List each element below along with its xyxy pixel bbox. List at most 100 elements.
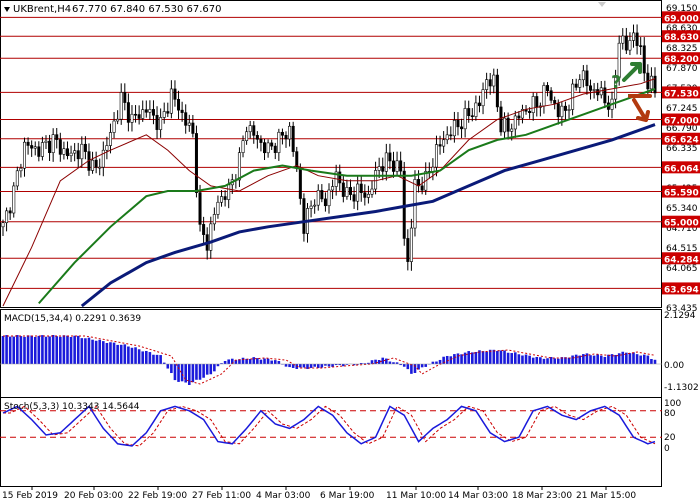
macd-bar [635,354,639,364]
candle-body [549,90,553,101]
price-axis-label: 67.870 [666,64,698,74]
dropdown-icon[interactable] [4,7,10,12]
macd-bar [510,353,514,364]
macd-bar [524,354,528,364]
candle-body [531,96,535,114]
macd-bar [313,364,316,367]
candle-body [209,223,213,251]
candle-body [169,88,173,114]
macd-bar [105,342,109,364]
candle-body [266,142,270,154]
candle-body [488,79,492,87]
macd-signal-line [3,335,656,385]
macd-bar [392,362,395,364]
macd-bar [216,364,220,367]
candle-body [621,35,625,44]
candle-body [22,141,26,169]
candle-body [409,227,413,262]
macd-bar [259,359,263,364]
time-axis-label: 11 Mar 10:00 [386,491,446,500]
candle-body [40,142,44,157]
macd-bar [248,358,252,364]
macd-bar [607,354,610,364]
macd-bar [503,350,506,364]
macd-bar [463,352,467,364]
candle-body [151,109,155,116]
candle-body [388,152,392,162]
candle-body [245,131,249,141]
level-tag-label: 64.284 [664,255,699,265]
candle-body [377,166,381,171]
candle-body [345,187,349,197]
macd-bar [646,355,650,364]
candles [1,24,657,271]
candle-body [44,140,48,143]
macd-bar [578,355,582,364]
candle-body [639,45,643,47]
macd-bar [513,352,517,364]
macd-bar [306,364,309,369]
candle-body [391,160,395,172]
macd-bar [438,359,442,364]
macd-bar [284,364,288,367]
candle-body [270,142,274,147]
candle-body [288,125,292,140]
forecast-arrows: ? [611,62,652,122]
candle-body [449,134,453,137]
macd-bar [119,344,123,364]
candle-body [309,205,313,209]
macd-bar [388,361,392,364]
price-axis-label: 66.790 [666,124,698,134]
macd-bar [467,351,471,364]
macd-bar [173,364,177,381]
macd-bar [531,357,535,364]
candle-body [356,183,360,202]
macd-bar [377,359,381,364]
candle-body [510,128,514,132]
macd-bar [327,364,331,367]
macd-bar [288,364,291,368]
stoch-axis-0: 0 [664,444,670,454]
macd-bar [238,359,241,364]
macd-bar [241,357,245,364]
candle-body [495,74,499,108]
macd-bar [180,364,184,382]
time-axis-label: 15 Feb 2019 [2,491,58,500]
macd-bar [492,349,496,364]
candle-body [212,214,216,225]
level-tag [662,30,700,43]
candle-body [384,152,388,172]
macd-bar [256,358,259,364]
candle-body [470,115,474,118]
candle-body [517,115,521,119]
candle-body [632,32,636,41]
candle-body [553,100,557,104]
candle-body [37,146,41,157]
time-axis-label: 22 Feb 19:00 [128,491,187,500]
stoch-axis-100: 100 [664,399,681,409]
macd-bar [76,335,80,364]
macd-bar [431,361,435,364]
candle-body [302,198,306,234]
macd-bar [481,351,485,364]
macd-bar [1,336,5,364]
macd-bar [202,364,205,378]
candle-body [352,194,356,202]
macd-bar [560,357,564,364]
macd-bar [496,350,499,364]
candle-body [191,122,195,134]
macd-bar [553,358,556,364]
candle-body [277,131,281,153]
candle-body [155,114,159,130]
macd-bar [546,358,549,364]
macd-bar [177,364,180,382]
level-tags: 69.00068.63068.20067.53067.00066.62466.0… [662,11,700,295]
macd-bar [123,344,127,364]
stoch-label: Stoch(5,3,3) 10.3343 14.5644 [4,402,140,412]
stoch-panel [0,397,662,487]
question-mark-icon: ? [611,72,621,93]
macd-bar [281,364,284,365]
level-tag [662,113,700,126]
macd-bar [338,364,342,366]
macd-bar [320,364,324,368]
